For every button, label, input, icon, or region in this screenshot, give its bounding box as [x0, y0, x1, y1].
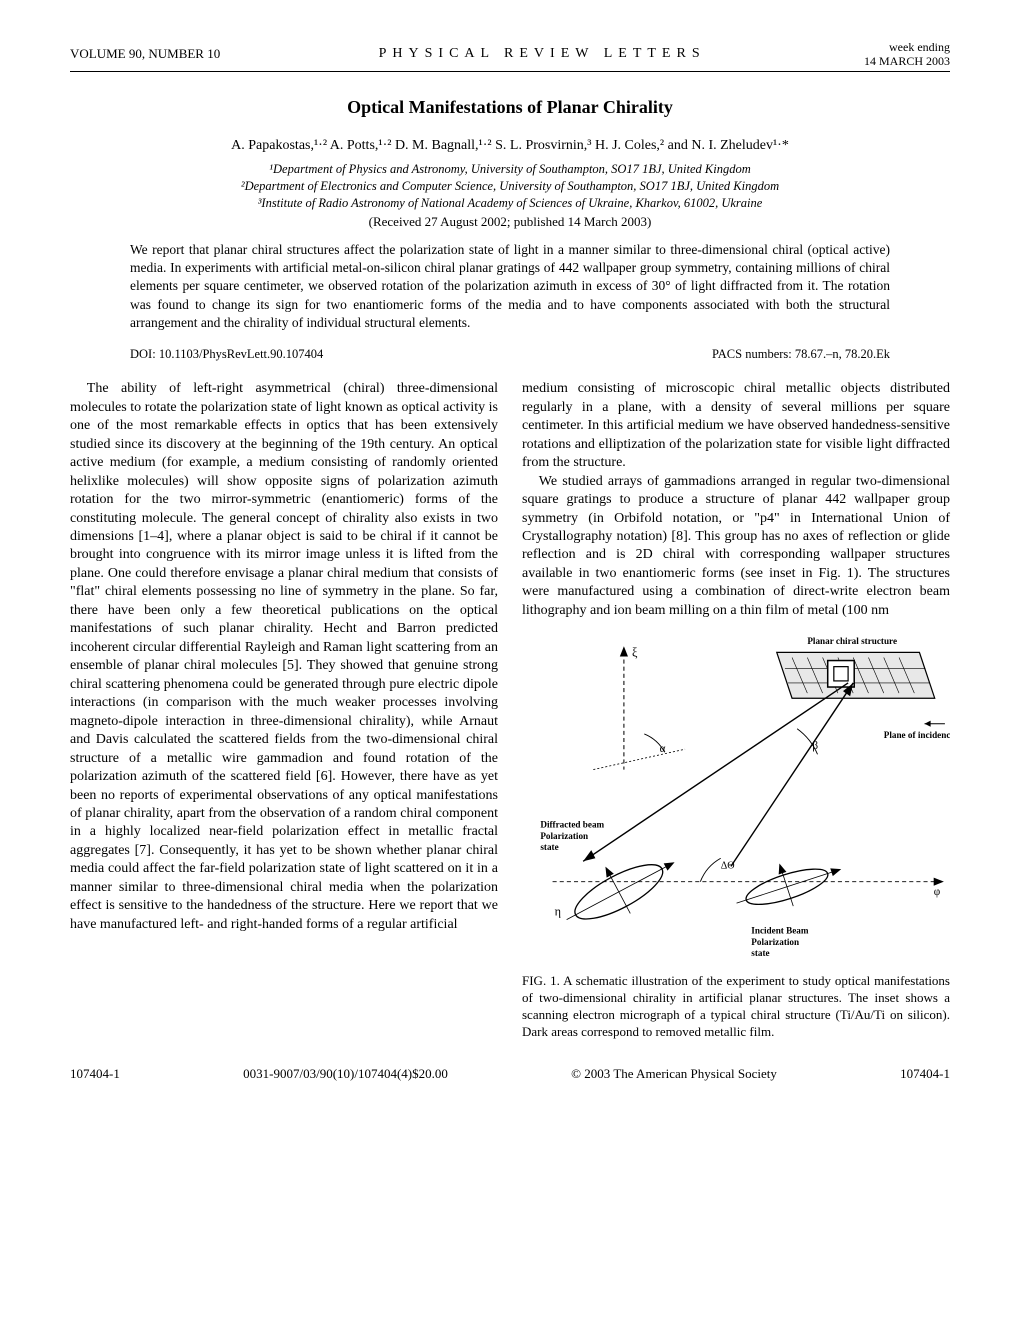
- fig-label-eta: η: [555, 905, 561, 919]
- fig-label-beta: β: [812, 741, 818, 753]
- footer-copyright: © 2003 The American Physical Society: [571, 1066, 777, 1083]
- page-header: VOLUME 90, NUMBER 10 PHYSICAL REVIEW LET…: [70, 40, 950, 72]
- body-columns: The ability of left-right asymmetrical (…: [70, 380, 950, 1040]
- affiliations: ¹Department of Physics and Astronomy, Un…: [70, 161, 950, 212]
- fig-label-state: state: [540, 842, 558, 852]
- fig-label-plane-incidence: Plane of incidence: [884, 730, 950, 740]
- fig-label-dtheta: ΔΘ: [721, 861, 735, 872]
- week-ending-label: week ending: [864, 40, 950, 54]
- doi: DOI: 10.1103/PhysRevLett.90.107404: [130, 346, 323, 362]
- left-column: The ability of left-right asymmetrical (…: [70, 380, 498, 1040]
- body-left-p1: The ability of left-right asymmetrical (…: [70, 380, 498, 934]
- volume-number: VOLUME 90, NUMBER 10: [70, 46, 220, 63]
- figure-1-svg: Planar chiral structure Plane of inciden…: [522, 632, 950, 958]
- fig-label-xi: ξ: [632, 646, 638, 660]
- abstract: We report that planar chiral structures …: [130, 241, 890, 332]
- body-right-p1: medium consisting of microscopic chiral …: [522, 380, 950, 472]
- fig-label-phi: φ: [934, 886, 941, 898]
- right-column: medium consisting of microscopic chiral …: [522, 380, 950, 1040]
- fig-label-polarization2: Polarization: [751, 937, 799, 947]
- fig-label-incident: Incident Beam: [751, 926, 809, 936]
- footer-left: 107404-1: [70, 1066, 120, 1083]
- article-title: Optical Manifestations of Planar Chirali…: [70, 96, 950, 119]
- fig-label-polarization: Polarization: [540, 831, 588, 841]
- fig-label-alpha: α: [660, 744, 666, 756]
- body-right-p2: We studied arrays of gammadions arranged…: [522, 473, 950, 621]
- figure-1-caption: FIG. 1. A schematic illustration of the …: [522, 973, 950, 1041]
- issue-date: 14 MARCH 2003: [864, 54, 950, 68]
- fig-label-state2: state: [751, 948, 769, 958]
- authors-line: A. Papakostas,¹·² A. Potts,¹·² D. M. Bag…: [70, 137, 950, 155]
- fig-label-planar: Planar chiral structure: [807, 637, 897, 647]
- affiliation-1: ¹Department of Physics and Astronomy, Un…: [70, 161, 950, 178]
- affiliation-3: ³Institute of Radio Astronomy of Nationa…: [70, 195, 950, 212]
- page-footer: 107404-1 0031-9007/03/90(10)/107404(4)$2…: [70, 1066, 950, 1083]
- footer-right: 107404-1: [900, 1066, 950, 1083]
- journal-title: PHYSICAL REVIEW LETTERS: [379, 45, 706, 63]
- meta-row: DOI: 10.1103/PhysRevLett.90.107404 PACS …: [130, 346, 890, 362]
- figure-1: Planar chiral structure Plane of inciden…: [522, 632, 950, 1040]
- footer-center: 0031-9007/03/90(10)/107404(4)$20.00: [243, 1066, 448, 1083]
- pacs: PACS numbers: 78.67.–n, 78.20.Ek: [712, 346, 890, 362]
- fig-label-diffracted: Diffracted beam: [540, 820, 604, 830]
- header-date: week ending 14 MARCH 2003: [864, 40, 950, 69]
- affiliation-2: ²Department of Electronics and Computer …: [70, 178, 950, 195]
- received-date: (Received 27 August 2002; published 14 M…: [70, 214, 950, 231]
